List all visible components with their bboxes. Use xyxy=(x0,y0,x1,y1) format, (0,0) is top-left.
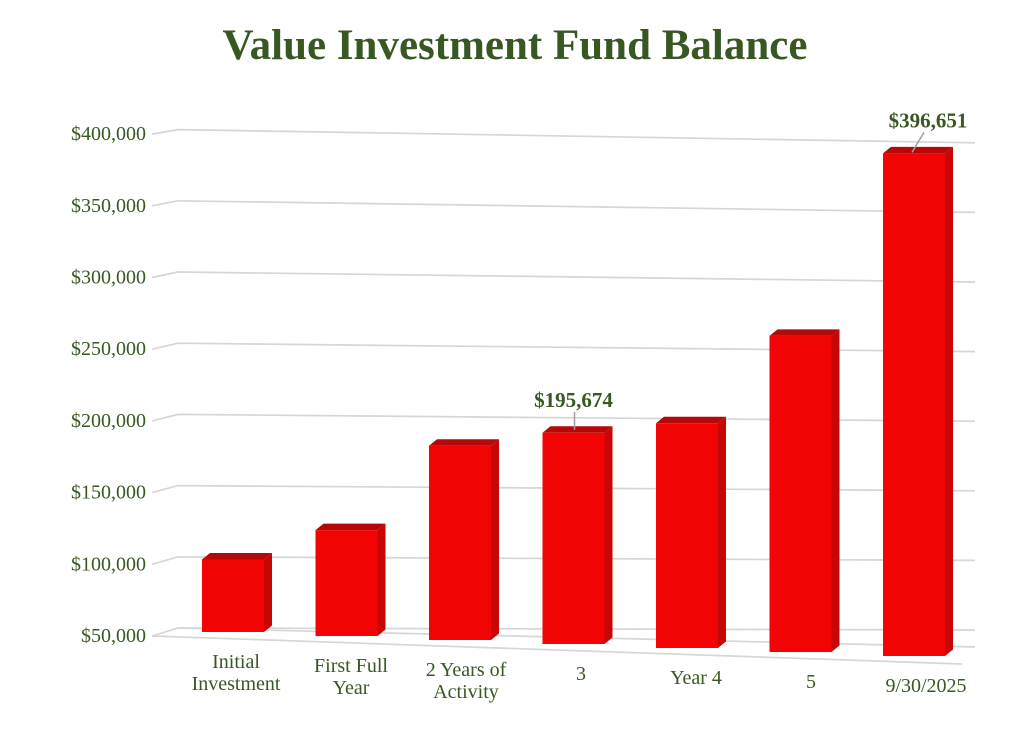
bar-side-face xyxy=(718,416,726,648)
bar-side-face xyxy=(831,329,840,652)
category-label-line: First Full xyxy=(314,655,388,677)
bar-front-face xyxy=(542,432,605,644)
gridline xyxy=(151,199,976,214)
y-axis-tick-label: $250,000 xyxy=(71,338,146,360)
bar-top-face xyxy=(769,329,840,336)
chart-title: Value Investment Fund Balance xyxy=(223,22,808,69)
data-label: $396,651 xyxy=(889,108,968,132)
category-label-line: Year xyxy=(333,677,370,699)
bar xyxy=(769,329,840,652)
category-label: 2 Years of Activity xyxy=(426,659,507,703)
data-labels-group: $195,674 $396,651 xyxy=(534,108,968,430)
bar xyxy=(429,439,499,640)
y-axis-tick-label: $50,000 xyxy=(81,625,146,647)
y-axis-tick-label: $200,000 xyxy=(71,410,146,432)
bar-top-face xyxy=(429,439,499,446)
gridline xyxy=(151,342,976,353)
bar-top-face xyxy=(202,553,272,560)
gridline xyxy=(151,128,976,144)
category-label-line: 2 Years of xyxy=(426,659,507,681)
bar-side-face xyxy=(945,146,953,656)
category-label: 9/30/2025 xyxy=(885,675,966,697)
bar xyxy=(656,416,726,648)
bar-top-face xyxy=(315,523,386,531)
category-label-line: Initial xyxy=(212,651,260,673)
bar xyxy=(883,146,953,656)
bar-top-face xyxy=(883,146,953,154)
y-axis-tick-label: $400,000 xyxy=(71,123,146,145)
gridline xyxy=(151,413,976,423)
bar-top-face xyxy=(542,426,613,433)
category-label: First Full Year xyxy=(314,655,388,699)
category-label: 5 xyxy=(806,671,816,693)
bars-group xyxy=(202,146,953,656)
category-label-line: 9/30/2025 xyxy=(885,675,966,697)
category-labels-group: Initial Investment First Full Year 2 Years o… xyxy=(192,651,967,703)
bar-side-face xyxy=(604,426,613,644)
bar xyxy=(315,523,386,636)
data-label-leader xyxy=(911,131,925,153)
gridline xyxy=(151,271,976,283)
gridlines-group xyxy=(151,128,976,637)
floor-front-edge xyxy=(151,635,963,665)
y-axis-tick-label: $100,000 xyxy=(71,553,146,575)
bar-side-face xyxy=(377,523,386,636)
bar-front-face xyxy=(769,335,832,652)
category-label: 3 xyxy=(576,663,586,685)
category-label: Year 4 xyxy=(670,667,722,689)
bar xyxy=(542,426,613,644)
y-axis-tick-label: $150,000 xyxy=(71,482,146,504)
category-label-line: Year 4 xyxy=(670,667,722,689)
bar-front-face xyxy=(429,445,491,640)
y-axis-labels-group: $50,000 $100,000 $150,000 $200,000 $250,000 $… xyxy=(71,123,146,647)
bar-front-face xyxy=(202,559,264,632)
bar-front-face xyxy=(883,153,945,656)
bar xyxy=(202,553,272,632)
category-label-line: 5 xyxy=(806,671,816,693)
bar-front-face xyxy=(315,530,378,636)
category-label: Initial Investment xyxy=(192,651,281,695)
bar-side-face xyxy=(264,553,272,632)
y-axis-tick-label: $350,000 xyxy=(71,195,146,217)
bar-side-face xyxy=(491,439,499,640)
bar-front-face xyxy=(656,423,718,648)
category-label-line: Investment xyxy=(192,673,281,695)
bar-top-face xyxy=(656,416,726,424)
category-label-line: Activity xyxy=(433,681,499,703)
data-label: $195,674 xyxy=(534,388,613,412)
y-axis-tick-label: $300,000 xyxy=(71,267,146,289)
category-label-line: 3 xyxy=(576,663,586,685)
